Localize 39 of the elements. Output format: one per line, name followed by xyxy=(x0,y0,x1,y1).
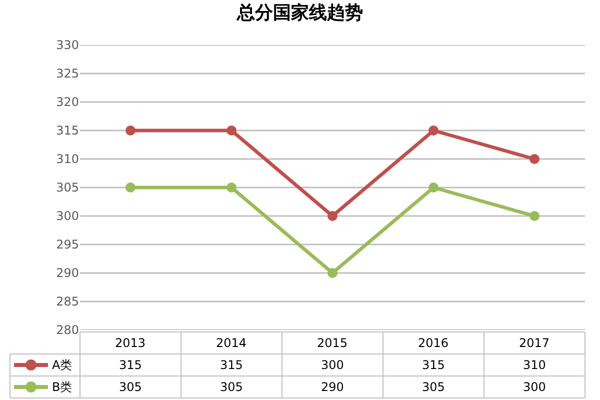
point xyxy=(530,211,540,221)
y-tick-label: 280 xyxy=(56,323,79,338)
x-tick-label: 2015 xyxy=(317,336,348,350)
data-label: 315 xyxy=(220,358,243,372)
point xyxy=(530,154,540,164)
y-tick-label: 290 xyxy=(56,266,79,280)
point xyxy=(328,211,338,221)
x-tick-label: 2013 xyxy=(115,336,146,350)
y-tick-label: 285 xyxy=(56,294,79,309)
point xyxy=(226,182,236,192)
y-tick-label: 330 xyxy=(56,38,79,52)
y-tick-label: 325 xyxy=(56,66,79,81)
x-tick-label: 2016 xyxy=(418,336,449,350)
legend-label: B类 xyxy=(52,380,72,394)
data-label: 300 xyxy=(321,358,344,372)
y-tick-label: 300 xyxy=(56,209,79,224)
y-tick-label: 320 xyxy=(56,95,79,110)
data-label: 305 xyxy=(119,380,142,394)
data-label: 315 xyxy=(119,358,142,372)
point xyxy=(126,126,136,136)
y-tick-label: 305 xyxy=(56,180,79,195)
y-tick-label: 315 xyxy=(56,124,79,138)
point xyxy=(428,182,438,192)
point xyxy=(428,126,438,136)
data-label: 315 xyxy=(422,358,445,372)
y-tick-label: 310 xyxy=(56,152,79,166)
legend-label: A类 xyxy=(52,358,72,372)
chart-title: 总分国家线趋势 xyxy=(236,2,363,24)
point xyxy=(328,268,338,278)
point xyxy=(126,182,136,192)
x-tick-label: 2014 xyxy=(216,336,247,350)
data-label: 305 xyxy=(422,380,445,394)
data-label: 310 xyxy=(523,358,546,372)
y-tick-label: 295 xyxy=(56,238,79,252)
data-label: 290 xyxy=(321,380,344,394)
data-label: 305 xyxy=(220,380,243,394)
data-label: 300 xyxy=(523,380,546,394)
point xyxy=(226,126,236,136)
x-tick-label: 2017 xyxy=(519,336,550,350)
